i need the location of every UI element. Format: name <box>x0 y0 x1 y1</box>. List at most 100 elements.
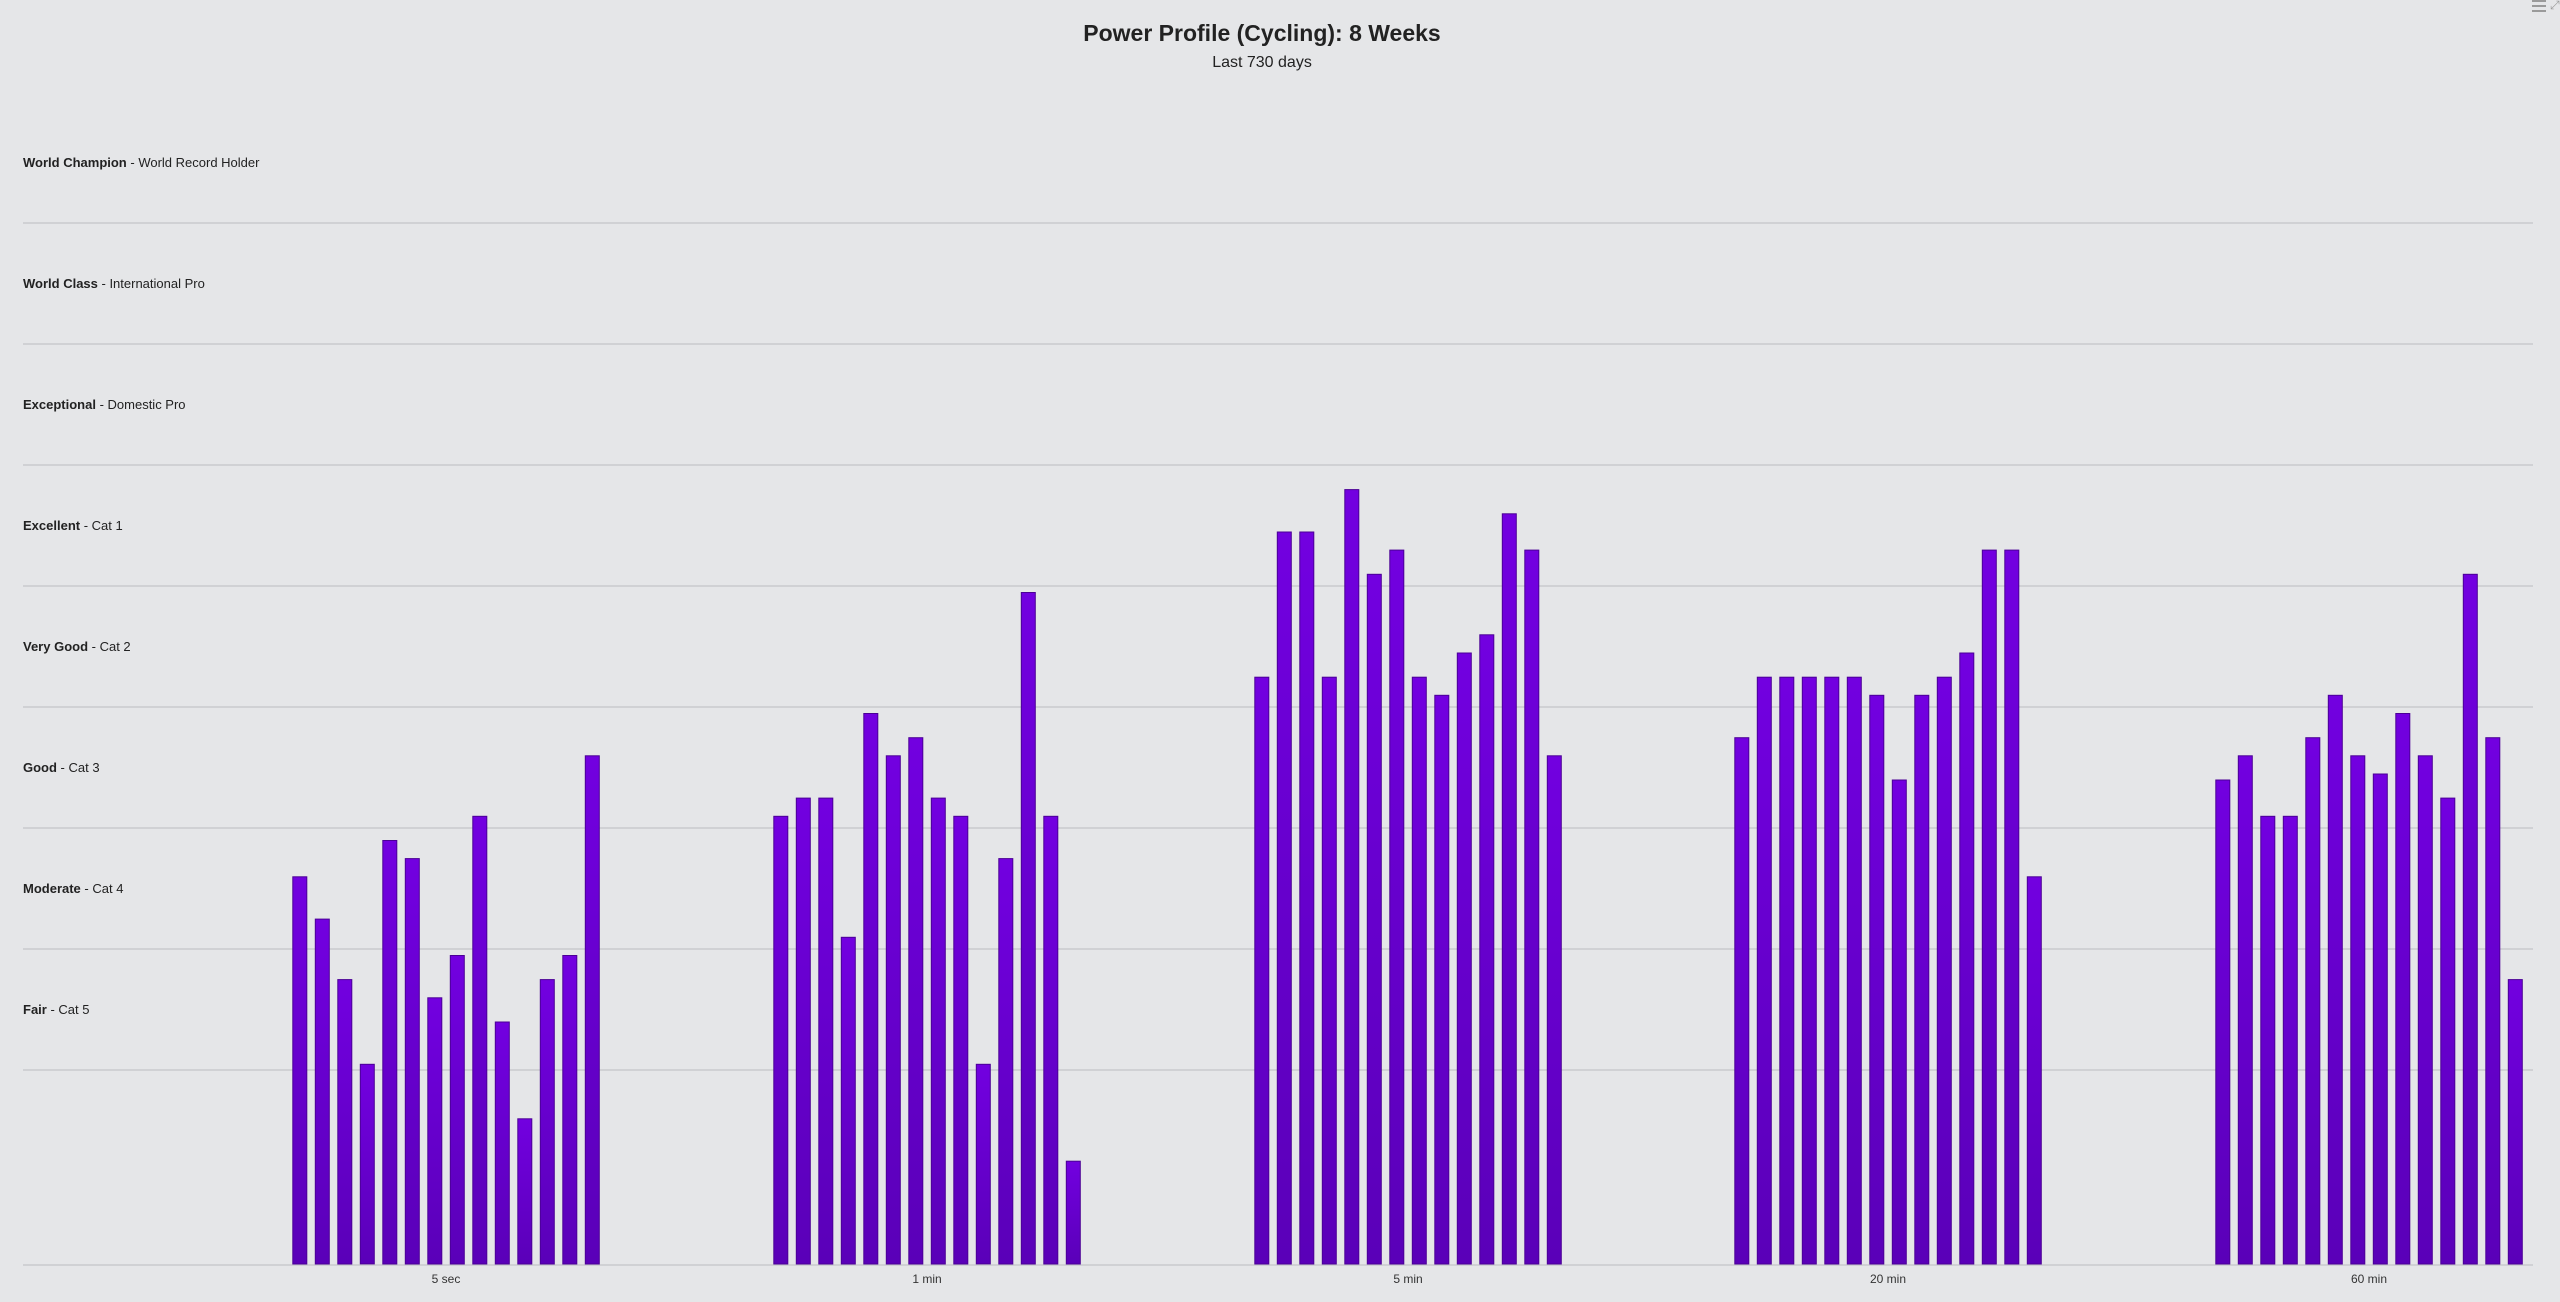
chart-subtitle: Last 730 days <box>1212 54 1312 71</box>
bar-5-min-1[interactable] <box>1254 676 1270 1265</box>
bar-1-min-9[interactable] <box>953 815 969 1265</box>
hamburger-menu-icon[interactable] <box>2532 0 2546 12</box>
bar-layer <box>292 489 2523 1265</box>
bar-5-sec-13[interactable] <box>562 955 578 1265</box>
bar-1-min-5[interactable] <box>863 713 879 1265</box>
bar-1-min-10[interactable] <box>975 1063 991 1265</box>
bar-20-min-11[interactable] <box>1959 652 1975 1265</box>
band-label: World Champion - World Record Holder <box>23 155 260 170</box>
bar-60-min-12[interactable] <box>2462 573 2478 1265</box>
chart-title: Power Profile (Cycling): 8 Weeks <box>1083 20 1440 46</box>
bar-60-min-4[interactable] <box>2282 815 2298 1265</box>
bar-5-sec-1[interactable] <box>292 876 308 1265</box>
band-label: Exceptional - Domestic Pro <box>23 397 186 412</box>
bar-60-min-6[interactable] <box>2327 694 2343 1265</box>
bar-5-sec-3[interactable] <box>337 979 353 1265</box>
x-axis-ticks: 5 sec 1 min 5 min 20 min 60 min <box>432 1272 2387 1286</box>
bar-5-sec-11[interactable] <box>517 1118 533 1265</box>
bar-5-sec-5[interactable] <box>382 840 398 1265</box>
bar-20-min-8[interactable] <box>1891 779 1907 1265</box>
bar-5-min-13[interactable] <box>1524 549 1540 1265</box>
bar-5-sec-2[interactable] <box>314 918 330 1265</box>
band-label: Excellent - Cat 1 <box>23 518 123 533</box>
bar-1-min-11[interactable] <box>998 858 1014 1265</box>
bar-1-min-3[interactable] <box>818 797 834 1265</box>
bar-20-min-6[interactable] <box>1846 676 1862 1265</box>
band-description: - Cat 2 <box>88 639 131 654</box>
bar-60-min-13[interactable] <box>2485 737 2501 1265</box>
bar-5-sec-10[interactable] <box>494 1021 510 1265</box>
band-description: - Cat 1 <box>80 518 123 533</box>
bar-20-min-5[interactable] <box>1824 676 1840 1265</box>
bar-5-min-4[interactable] <box>1321 676 1337 1265</box>
bar-5-min-11[interactable] <box>1479 634 1495 1265</box>
bar-5-min-12[interactable] <box>1501 513 1517 1265</box>
expand-icon[interactable]: ⤢ <box>2550 0 2560 12</box>
bar-5-sec-7[interactable] <box>427 997 443 1265</box>
band-name: Excellent <box>23 518 81 533</box>
bar-5-sec-9[interactable] <box>472 815 488 1265</box>
bar-60-min-1[interactable] <box>2215 779 2231 1265</box>
bar-60-min-2[interactable] <box>2237 755 2253 1265</box>
bar-20-min-2[interactable] <box>1756 676 1772 1265</box>
bar-1-min-12[interactable] <box>1020 592 1036 1265</box>
bar-5-min-10[interactable] <box>1456 652 1472 1265</box>
bar-60-min-8[interactable] <box>2372 773 2388 1265</box>
band-name: Very Good <box>23 639 88 654</box>
bar-5-min-2[interactable] <box>1276 531 1292 1265</box>
band-name: World Champion <box>23 155 127 170</box>
bar-5-min-8[interactable] <box>1411 676 1427 1265</box>
band-label: Fair - Cat 5 <box>23 1002 89 1017</box>
bar-60-min-14[interactable] <box>2507 979 2523 1265</box>
band-label: Very Good - Cat 2 <box>23 639 131 654</box>
bar-5-min-14[interactable] <box>1546 755 1562 1265</box>
bar-5-min-3[interactable] <box>1299 531 1315 1265</box>
x-tick-label: 60 min <box>2351 1272 2387 1286</box>
bar-1-min-14[interactable] <box>1065 1160 1081 1265</box>
band-description: - International Pro <box>98 276 205 291</box>
bar-60-min-7[interactable] <box>2350 755 2366 1265</box>
bar-1-min-2[interactable] <box>795 797 811 1265</box>
bar-20-min-7[interactable] <box>1869 694 1885 1265</box>
x-tick-label: 20 min <box>1870 1272 1906 1286</box>
bar-20-min-13[interactable] <box>2004 549 2020 1265</box>
band-label: World Class - International Pro <box>23 276 205 291</box>
bar-5-min-5[interactable] <box>1344 489 1360 1265</box>
bar-60-min-5[interactable] <box>2305 737 2321 1265</box>
x-tick-label: 1 min <box>912 1272 941 1286</box>
bar-20-min-9[interactable] <box>1914 694 1930 1265</box>
bar-5-sec-4[interactable] <box>359 1063 375 1265</box>
bar-5-min-6[interactable] <box>1366 573 1382 1265</box>
bar-60-min-3[interactable] <box>2260 815 2276 1265</box>
bar-1-min-1[interactable] <box>773 815 789 1265</box>
bar-20-min-10[interactable] <box>1936 676 1952 1265</box>
bar-5-sec-14[interactable] <box>584 755 600 1265</box>
bar-1-min-4[interactable] <box>840 936 856 1265</box>
bar-1-min-6[interactable] <box>885 755 901 1265</box>
band-label: Good - Cat 3 <box>23 760 100 775</box>
bar-20-min-12[interactable] <box>1981 549 1997 1265</box>
bar-20-min-14[interactable] <box>2026 876 2042 1265</box>
bar-5-min-7[interactable] <box>1389 549 1405 1265</box>
band-name: Fair <box>23 1002 47 1017</box>
bar-20-min-4[interactable] <box>1801 676 1817 1265</box>
bar-5-sec-12[interactable] <box>539 979 555 1265</box>
band-description: - Cat 3 <box>57 760 100 775</box>
band-description: - World Record Holder <box>127 155 260 170</box>
x-tick-label: 5 sec <box>432 1272 461 1286</box>
bar-60-min-10[interactable] <box>2417 755 2433 1265</box>
band-name: Good <box>23 760 57 775</box>
bar-5-sec-8[interactable] <box>449 955 465 1265</box>
bar-5-min-9[interactable] <box>1434 694 1450 1265</box>
bar-1-min-7[interactable] <box>908 737 924 1265</box>
bar-60-min-11[interactable] <box>2440 797 2456 1265</box>
bar-60-min-9[interactable] <box>2395 713 2411 1265</box>
bar-5-sec-6[interactable] <box>404 858 420 1265</box>
band-description: - Cat 5 <box>47 1002 90 1017</box>
bar-20-min-3[interactable] <box>1779 676 1795 1265</box>
band-label: Moderate - Cat 4 <box>23 881 123 896</box>
bar-1-min-8[interactable] <box>930 797 946 1265</box>
bar-20-min-1[interactable] <box>1734 737 1750 1265</box>
bar-1-min-13[interactable] <box>1043 815 1059 1265</box>
